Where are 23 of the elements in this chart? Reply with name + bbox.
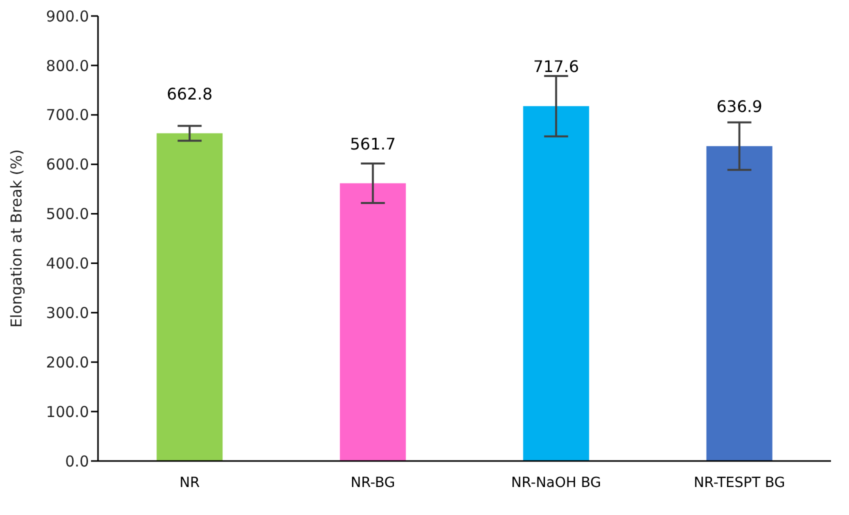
y-tick-label: 900.0 <box>46 7 89 26</box>
y-axis-title: Elongation at Break (%) <box>7 149 26 328</box>
data-label: 636.9 <box>716 97 762 116</box>
bar <box>340 183 406 461</box>
y-tick-label: 700.0 <box>46 106 89 124</box>
y-tick-label: 800.0 <box>46 56 89 75</box>
bar <box>156 133 223 461</box>
y-tick-label: 100.0 <box>46 402 89 421</box>
y-tick-label: 600.0 <box>46 156 89 174</box>
x-tick-label: NR-BG <box>350 474 396 491</box>
x-tick-label: NR-TESPT BG <box>694 474 786 491</box>
y-tick-label: 400.0 <box>46 254 89 273</box>
x-tick-label: NR <box>180 474 200 491</box>
y-tick-label: 0.0 <box>65 452 89 470</box>
data-label: 561.7 <box>350 134 396 154</box>
y-tick-label: 300.0 <box>46 304 89 322</box>
y-tick-label: 500.0 <box>46 205 89 224</box>
bar <box>706 146 772 461</box>
bar <box>523 106 590 461</box>
y-tick-label: 200.0 <box>46 353 89 372</box>
data-label: 662.8 <box>166 84 213 104</box>
data-label: 717.6 <box>533 57 580 76</box>
x-tick-label: NR-NaOH BG <box>511 474 602 491</box>
